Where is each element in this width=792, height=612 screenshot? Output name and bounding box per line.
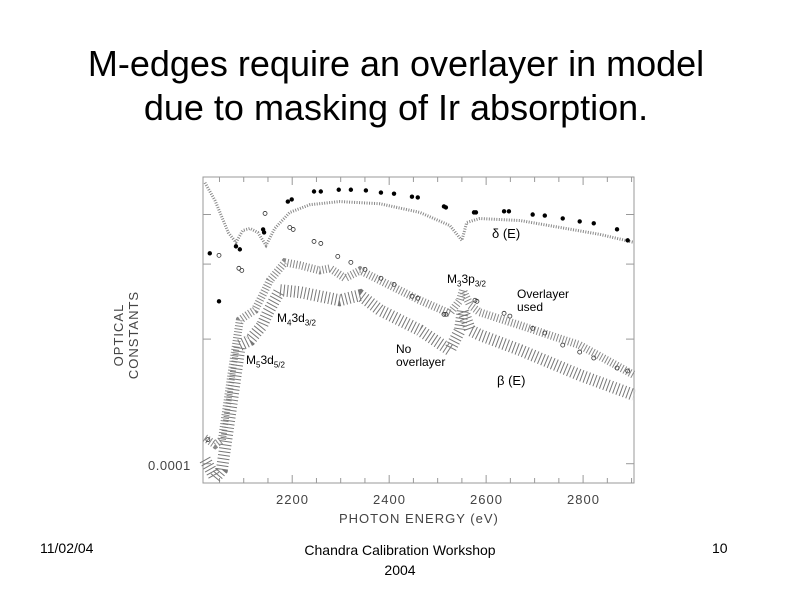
footer-center: Chandra Calibration Workshop 2004: [304, 542, 496, 578]
filled-data-point: [285, 199, 291, 204]
footer-date: 11/02/04: [40, 540, 94, 556]
m4-edge-label: M43d3/2: [277, 311, 316, 328]
beta-overlayer-band: [202, 257, 636, 450]
delta-label: δ (E): [492, 226, 521, 241]
x-tick-label: 2800: [567, 492, 600, 507]
beta-label: β (E): [497, 373, 526, 388]
filled-data-point: [473, 210, 479, 215]
y-axis-label: OPTICAL CONSTANTS: [111, 290, 141, 380]
open-data-point: [530, 325, 536, 331]
filled-data-point: [348, 187, 354, 192]
open-data-point: [391, 281, 397, 287]
filled-data-point: [542, 213, 547, 218]
title-line-1: M-edges require an overlayer in model: [87, 43, 705, 84]
filled-data-point: [311, 189, 317, 194]
y-tick-label: 0.0001: [148, 458, 191, 473]
filled-data-point: [577, 219, 582, 224]
filled-data-point: [378, 190, 384, 195]
filled-data-point: [216, 299, 222, 304]
title-line-2: due to masking of Ir absorption.: [143, 87, 649, 128]
open-data-point: [560, 342, 566, 348]
x-tick-label: 2400: [373, 492, 406, 507]
plot-frame: [202, 176, 635, 484]
filled-data-point: [261, 230, 267, 235]
filled-data-point: [207, 251, 212, 256]
open-data-point: [507, 313, 513, 319]
open-data-point: [443, 311, 449, 317]
open-data-point: [290, 227, 296, 232]
filled-data-point: [501, 209, 507, 214]
filled-data-point: [506, 209, 512, 214]
x-tick-label: 2200: [276, 492, 309, 507]
open-data-point: [501, 310, 507, 316]
filled-data-point: [530, 212, 535, 217]
open-data-point: [614, 365, 620, 371]
open-data-point: [378, 275, 384, 281]
open-data-point: [577, 349, 583, 355]
open-data-point: [409, 293, 415, 299]
filled-data-point: [409, 194, 415, 199]
filled-data-point: [289, 197, 294, 202]
overlayer-used-label: Overlayer used: [517, 287, 570, 314]
filled-data-point: [625, 238, 630, 243]
open-data-point: [335, 254, 341, 259]
open-data-point: [441, 311, 447, 317]
footer-page-number: 10: [712, 540, 728, 556]
filled-data-point: [363, 188, 369, 193]
m3-edge-label: M33p3/2: [447, 272, 486, 289]
open-data-point: [311, 239, 317, 244]
open-data-point: [262, 211, 268, 216]
filled-data-point: [233, 244, 239, 249]
open-data-point: [205, 437, 211, 443]
open-data-point: [216, 252, 222, 258]
open-data-point: [239, 267, 245, 273]
open-data-point: [362, 266, 368, 272]
filled-data-point: [443, 205, 449, 210]
delta-curve: [203, 181, 635, 249]
slide-title: M-edges require an overlayer in model du…: [0, 42, 792, 130]
open-data-point: [591, 355, 597, 361]
open-data-point: [348, 259, 354, 265]
filled-data-point: [415, 195, 420, 200]
open-data-point: [318, 241, 324, 246]
filled-data-point: [560, 216, 565, 221]
x-axis-label: PHOTON ENERGY (eV): [339, 511, 499, 526]
filled-data-point: [318, 189, 324, 194]
filled-data-point: [336, 187, 341, 192]
open-data-point: [287, 225, 293, 230]
no-overlayer-label: No overlayer: [396, 342, 446, 369]
m5-edge-label: M53d5/2: [246, 353, 285, 370]
beta-no-overlayer-band: [199, 283, 637, 489]
filled-data-point: [237, 247, 243, 252]
open-data-point: [415, 295, 421, 301]
open-data-point: [474, 298, 480, 304]
x-tick-label: 2600: [470, 492, 503, 507]
open-data-point: [625, 368, 631, 374]
filled-data-point: [614, 227, 620, 232]
filled-data-point: [391, 191, 397, 196]
filled-data-point: [591, 221, 596, 226]
open-data-point: [542, 330, 548, 336]
